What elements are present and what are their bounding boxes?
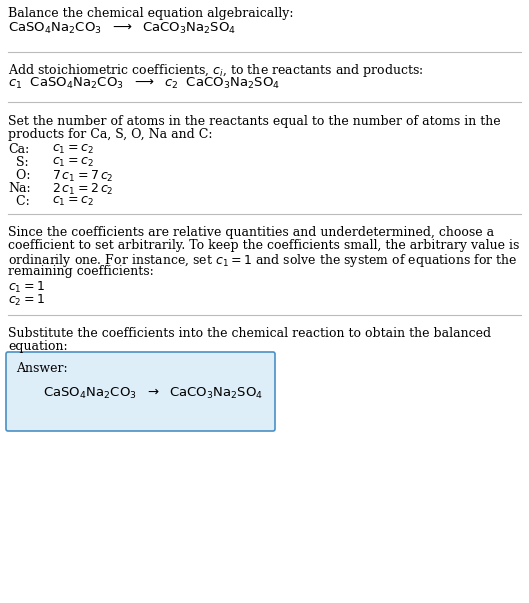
Text: products for Ca, S, O, Na and C:: products for Ca, S, O, Na and C: xyxy=(8,128,213,141)
Text: Ca:: Ca: xyxy=(8,143,29,156)
Text: $\mathsf{CaSO_4Na_2CO_3}$  $\longrightarrow$  $\mathsf{CaCO_3Na_2SO_4}$: $\mathsf{CaSO_4Na_2CO_3}$ $\longrightarr… xyxy=(8,21,236,36)
Text: ordinarily one. For instance, set $c_1 = 1$ and solve the system of equations fo: ordinarily one. For instance, set $c_1 =… xyxy=(8,252,518,269)
Text: $c_1$  $\mathsf{CaSO_4Na_2CO_3}$  $\longrightarrow$  $c_2$  $\mathsf{CaCO_3Na_2S: $c_1$ $\mathsf{CaSO_4Na_2CO_3}$ $\longri… xyxy=(8,76,280,91)
Text: coefficient to set arbitrarily. To keep the coefficients small, the arbitrary va: coefficient to set arbitrarily. To keep … xyxy=(8,239,519,252)
Text: Since the coefficients are relative quantities and underdetermined, choose a: Since the coefficients are relative quan… xyxy=(8,226,494,239)
Text: C:: C: xyxy=(8,195,30,208)
Text: Add stoichiometric coefficients, $c_i$, to the reactants and products:: Add stoichiometric coefficients, $c_i$, … xyxy=(8,62,424,79)
Text: $c_1 = c_2$: $c_1 = c_2$ xyxy=(52,156,94,169)
Text: $\mathsf{CaSO_4Na_2CO_3}$  $\rightarrow$  $\mathsf{CaCO_3Na_2SO_4}$: $\mathsf{CaSO_4Na_2CO_3}$ $\rightarrow$ … xyxy=(43,386,263,401)
FancyBboxPatch shape xyxy=(6,352,275,431)
Text: $2\,c_1 = 2\,c_2$: $2\,c_1 = 2\,c_2$ xyxy=(52,182,114,197)
Text: $c_1 = c_2$: $c_1 = c_2$ xyxy=(52,195,94,208)
Text: Answer:: Answer: xyxy=(16,362,68,375)
Text: remaining coefficients:: remaining coefficients: xyxy=(8,265,154,278)
Text: O:: O: xyxy=(8,169,31,182)
Text: $c_2 = 1$: $c_2 = 1$ xyxy=(8,293,45,308)
Text: Na:: Na: xyxy=(8,182,31,195)
Text: Balance the chemical equation algebraically:: Balance the chemical equation algebraica… xyxy=(8,7,294,20)
Text: Substitute the coefficients into the chemical reaction to obtain the balanced: Substitute the coefficients into the che… xyxy=(8,327,491,340)
Text: $c_1 = c_2$: $c_1 = c_2$ xyxy=(52,143,94,156)
Text: Set the number of atoms in the reactants equal to the number of atoms in the: Set the number of atoms in the reactants… xyxy=(8,115,500,128)
Text: S:: S: xyxy=(8,156,29,169)
Text: $c_1 = 1$: $c_1 = 1$ xyxy=(8,280,45,295)
Text: $7\,c_1 = 7\,c_2$: $7\,c_1 = 7\,c_2$ xyxy=(52,169,114,184)
Text: equation:: equation: xyxy=(8,340,68,353)
